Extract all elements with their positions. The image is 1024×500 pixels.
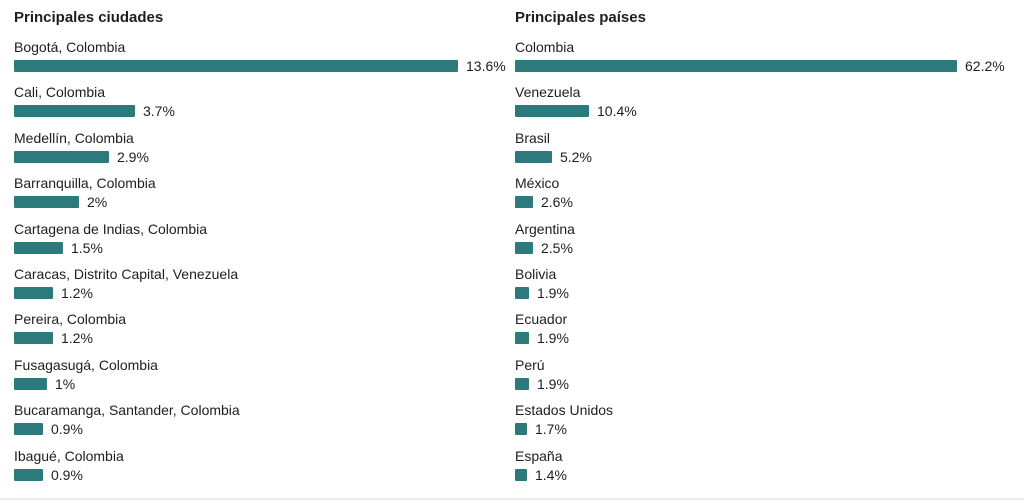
country-label: Argentina <box>515 220 575 237</box>
city-label: Ibagué, Colombia <box>14 447 124 464</box>
city-label: Cartagena de Indias, Colombia <box>14 220 208 237</box>
country-label: Bolivia <box>515 266 557 282</box>
city-bar <box>14 150 109 163</box>
country-row: Ecuador 1.9% <box>515 311 1007 351</box>
city-label: Medellín, Colombia <box>14 129 134 146</box>
city-value-label: 3.7% <box>143 103 175 120</box>
country-bar <box>515 377 529 390</box>
city-row: Bogotá, Colombia 13.6% <box>14 39 506 79</box>
city-row: Cali, Colombia 3.7% <box>14 84 506 124</box>
country-bar <box>515 287 529 299</box>
city-label: Fusagasugá, Colombia <box>14 356 158 373</box>
country-value-label: 10.4% <box>597 103 637 120</box>
city-bar <box>14 377 47 390</box>
city-label: Barranquilla, Colombia <box>14 175 156 192</box>
top-countries-chart: Principales países Colombia 62.2% Venezuel… <box>515 0 1007 500</box>
country-value-label: 62.2% <box>965 58 1005 74</box>
country-label: Estados Unidos <box>515 402 614 419</box>
country-label: Perú <box>515 356 545 373</box>
country-bar <box>515 241 533 254</box>
city-bar <box>14 60 458 72</box>
city-row: Cartagena de Indias, Colombia 1.5% <box>14 221 506 261</box>
top-countries-title: Principales países <box>515 9 646 26</box>
city-bar <box>14 287 53 299</box>
city-bar <box>14 241 63 254</box>
country-row: Bolivia 1.9% <box>515 266 1007 306</box>
city-row: Pereira, Colombia 1.2% <box>14 311 506 351</box>
city-row: Barranquilla, Colombia 2% <box>14 175 506 215</box>
country-label: España <box>515 447 563 464</box>
city-bar <box>14 468 43 481</box>
country-bar <box>515 196 533 209</box>
country-value-label: 2.6% <box>541 194 573 211</box>
city-bar <box>14 196 79 209</box>
city-value-label: 2% <box>87 194 108 211</box>
city-row: Caracas, Distrito Capital, Venezuela 1.2% <box>14 266 506 306</box>
country-row: Estados Unidos 1.7% <box>515 402 1007 442</box>
country-label: Venezuela <box>515 84 581 101</box>
top-cities-chart: Principales ciudades Bogotá, Colombia 13.… <box>14 0 506 500</box>
country-value-label: 1.7% <box>535 421 567 438</box>
country-bar <box>515 60 957 72</box>
city-label: Bucaramanga, Santander, Colombia <box>14 402 240 419</box>
country-row: Venezuela 10.4% <box>515 84 1007 124</box>
country-bar <box>515 468 527 481</box>
country-bar <box>515 332 529 345</box>
city-value-label: 1.2% <box>61 285 93 301</box>
city-label: Bogotá, Colombia <box>14 39 126 55</box>
top-cities-title: Principales ciudades <box>14 9 164 26</box>
country-value-label: 1.9% <box>537 330 569 347</box>
city-value-label: 1% <box>55 375 76 392</box>
country-label: Brasil <box>515 129 551 146</box>
country-bar <box>515 105 589 118</box>
city-value-label: 13.6% <box>466 58 506 74</box>
country-row: Brasil 5.2% <box>515 130 1007 170</box>
country-row: Perú 1.9% <box>515 357 1007 397</box>
city-label: Cali, Colombia <box>14 84 106 101</box>
city-label: Pereira, Colombia <box>14 311 127 328</box>
city-bar <box>14 423 43 436</box>
city-row: Fusagasugá, Colombia 1% <box>14 357 506 397</box>
country-row: México 2.6% <box>515 175 1007 215</box>
country-label: México <box>515 175 560 192</box>
city-value-label: 0.9% <box>51 466 83 483</box>
country-value-label: 5.2% <box>560 148 592 165</box>
city-bar <box>14 105 135 118</box>
city-value-label: 0.9% <box>51 421 83 438</box>
country-value-label: 1.4% <box>535 466 567 483</box>
city-value-label: 1.5% <box>71 239 103 256</box>
city-row: Bucaramanga, Santander, Colombia 0.9% <box>14 402 506 442</box>
country-value-label: 1.9% <box>537 375 569 392</box>
country-row: España 1.4% <box>515 448 1007 488</box>
city-row: Ibagué, Colombia 0.9% <box>14 448 506 488</box>
city-value-label: 1.2% <box>61 330 93 347</box>
city-value-label: 2.9% <box>117 148 149 165</box>
country-bar <box>515 423 527 436</box>
city-row: Medellín, Colombia 2.9% <box>14 130 506 170</box>
city-label: Caracas, Distrito Capital, Venezuela <box>14 266 239 282</box>
bottom-divider <box>0 498 1024 500</box>
country-value-label: 2.5% <box>541 239 573 256</box>
country-label: Ecuador <box>515 311 568 328</box>
country-row: Argentina 2.5% <box>515 221 1007 261</box>
country-bar <box>515 150 552 163</box>
country-row: Colombia 62.2% <box>515 39 1007 79</box>
country-value-label: 1.9% <box>537 285 569 301</box>
country-label: Colombia <box>515 39 575 55</box>
city-bar <box>14 332 53 345</box>
